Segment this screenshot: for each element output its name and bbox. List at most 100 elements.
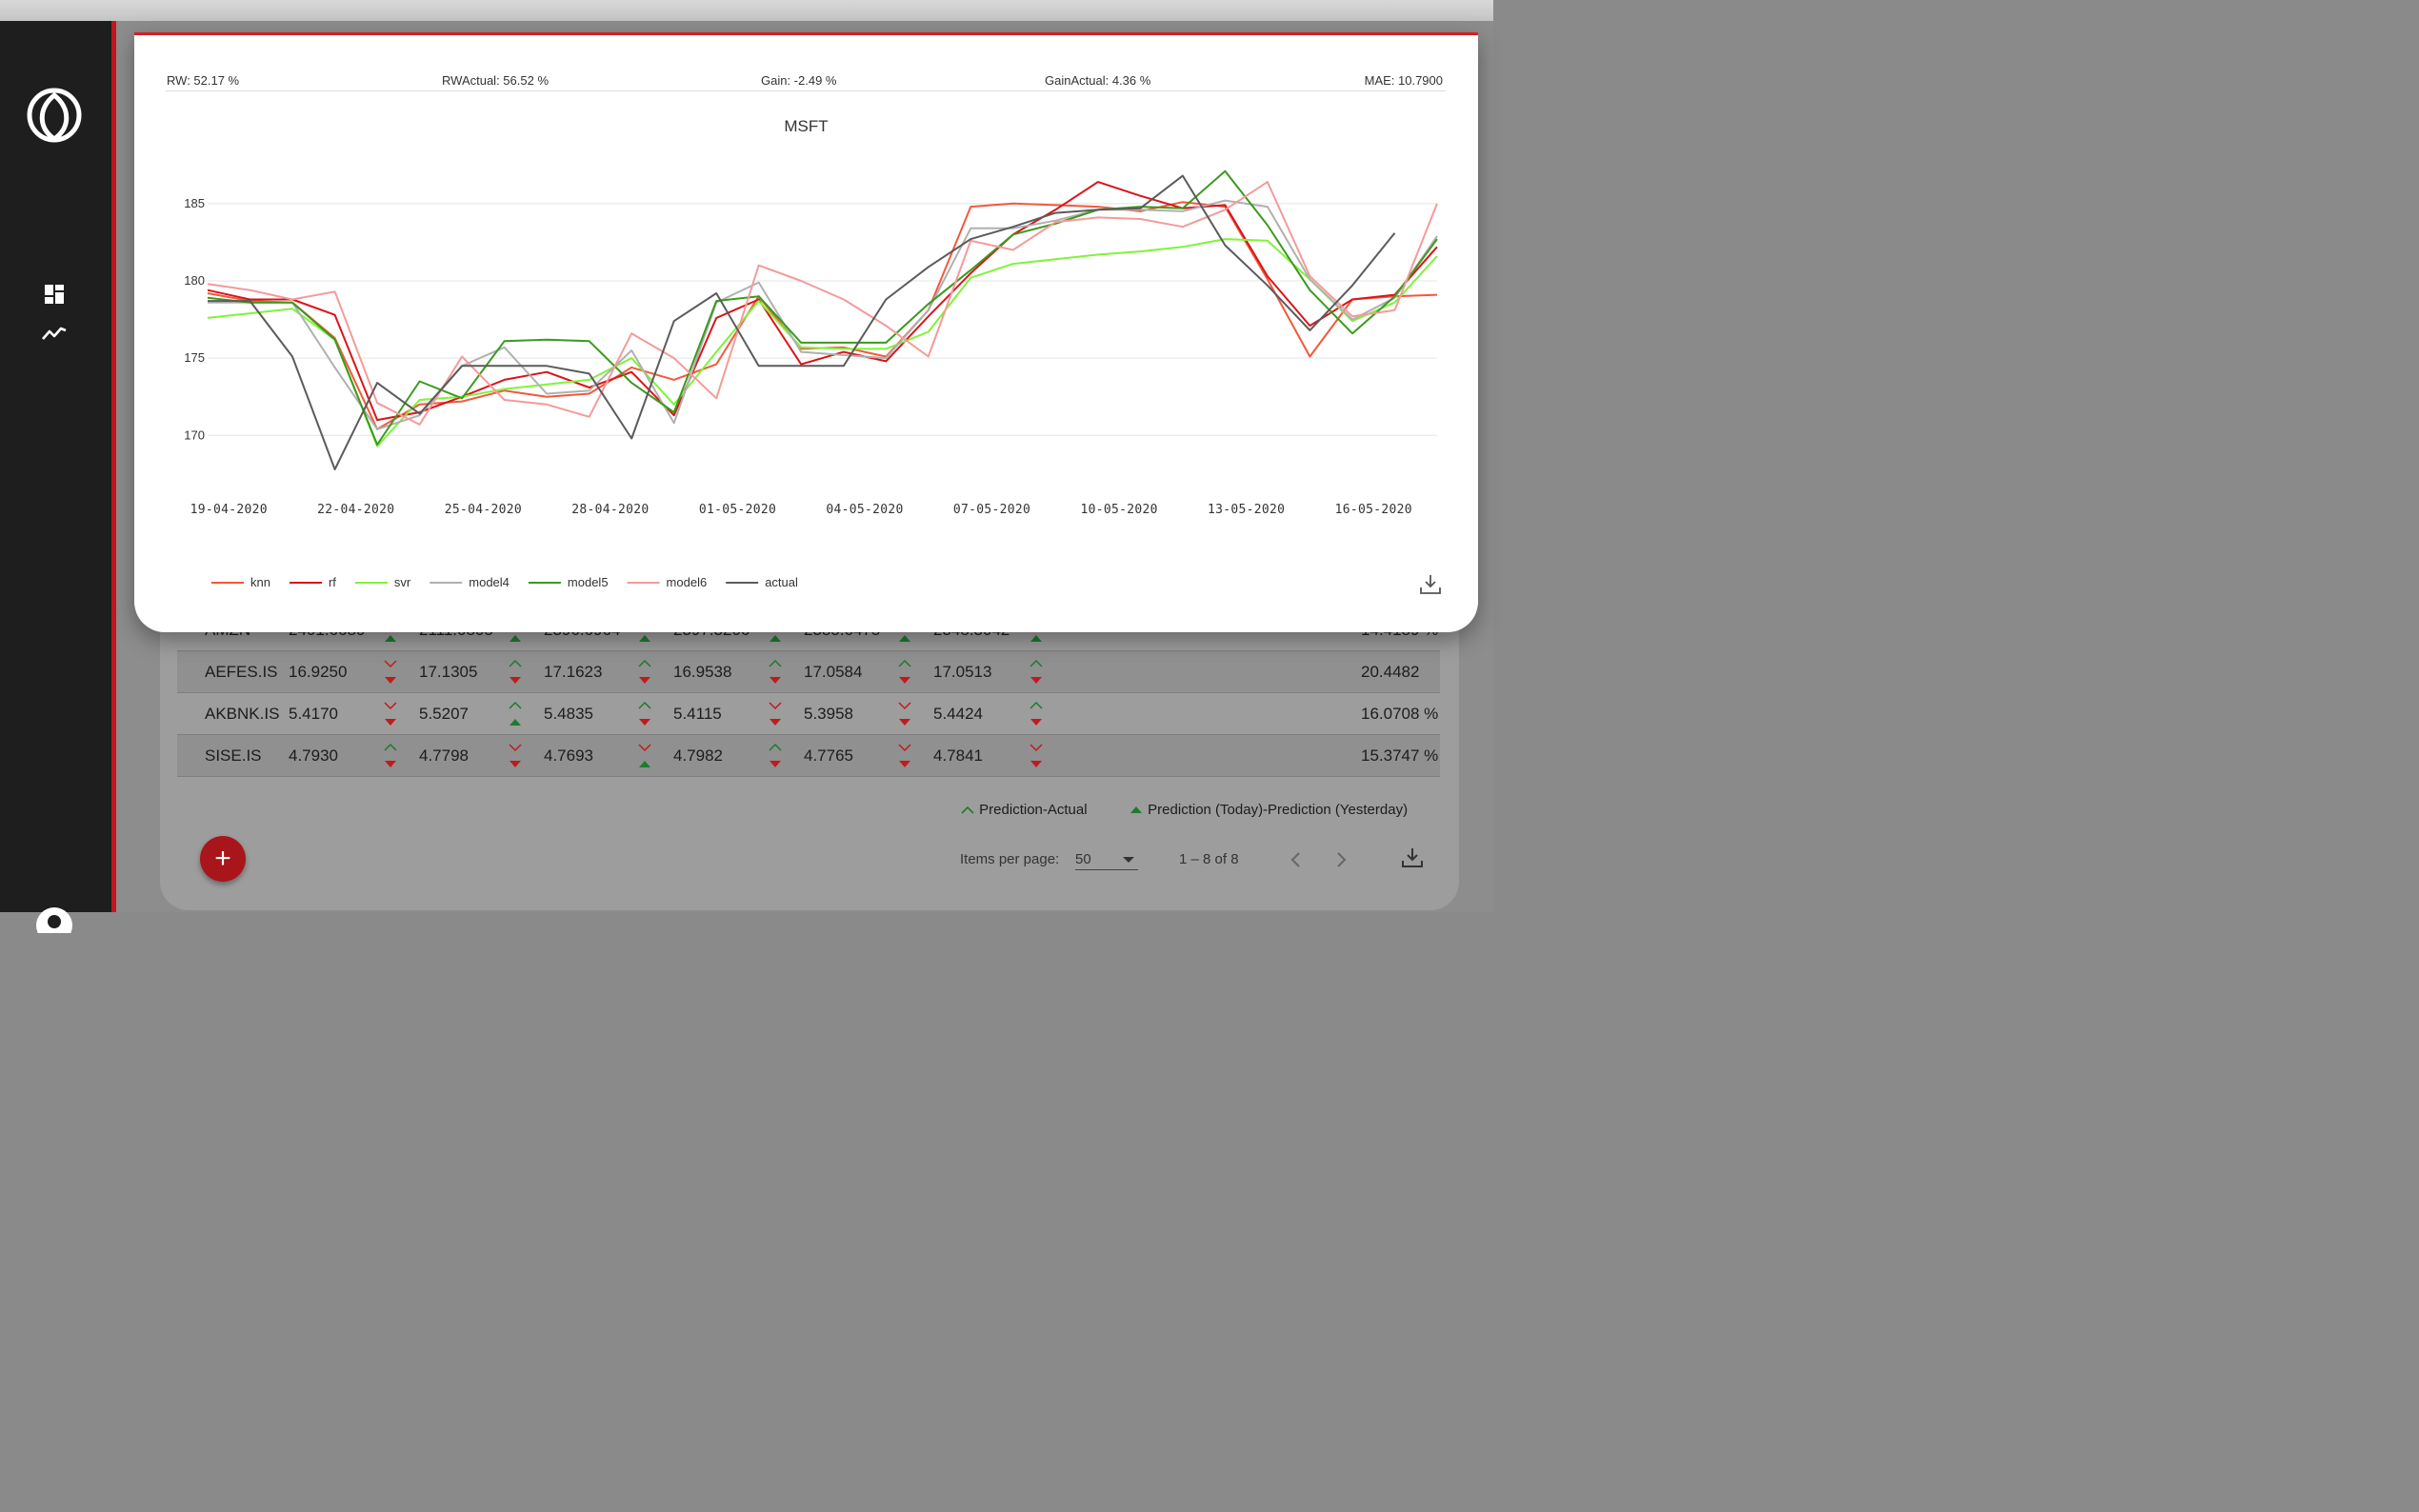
value-text: 17.0513	[933, 662, 992, 681]
x-tick-label: 01-05-2020	[699, 503, 776, 517]
previous-page-icon[interactable]	[1288, 849, 1305, 870]
account-icon[interactable]	[34, 906, 74, 933]
next-page-icon[interactable]	[1332, 849, 1349, 870]
trend-arrows-icon	[638, 701, 651, 726]
series-line-model5	[207, 169, 1438, 446]
add-button[interactable]: +	[200, 836, 246, 882]
value-cell: 4.7693	[544, 734, 673, 777]
value-text: 4.7693	[544, 746, 593, 765]
empty-cell	[1260, 650, 1349, 693]
x-tick-label: 13-05-2020	[1208, 503, 1285, 517]
symbol-cell: SISE.IS	[177, 734, 289, 777]
trend-arrows-icon	[770, 635, 781, 642]
table-row[interactable]: AKBNK.IS 5.4170 5.5207 5.4835 5.4115 5.3958 5.…	[177, 692, 1440, 735]
empty-cell	[1065, 734, 1133, 777]
empty-cell	[1260, 734, 1349, 777]
value-cell: 5.4424	[933, 692, 1065, 735]
trend-arrows-icon	[384, 660, 397, 684]
range-label: 1 – 8 of 8	[1179, 851, 1239, 867]
legend-label-knn: knn	[250, 575, 270, 589]
legend-label-rf: rf	[329, 575, 336, 589]
legend-prediction-today: Prediction (Today)-Prediction (Yesterday…	[1129, 802, 1408, 818]
empty-cell	[1191, 734, 1260, 777]
trend-arrows-icon	[509, 701, 522, 726]
value-text: 17.1623	[544, 662, 603, 681]
table-row[interactable]: SISE.IS 4.7930 4.7798 4.7693 4.7982 4.7765 4.7…	[177, 734, 1440, 777]
legend-label-model5: model5	[568, 575, 609, 589]
trend-arrows-icon	[898, 744, 911, 767]
x-tick-label: 10-05-2020	[1080, 503, 1157, 517]
legend-label-actual: actual	[765, 575, 798, 589]
x-tick-label: 22-04-2020	[317, 503, 394, 517]
value-text: 5.4424	[933, 704, 983, 723]
series-line-model4	[208, 199, 1438, 430]
value-text: 4.7930	[289, 746, 338, 765]
chart-download-icon[interactable]	[1418, 572, 1443, 597]
metric-rw: RW: 52.17 %	[167, 73, 240, 88]
x-tick-label: 07-05-2020	[953, 503, 1030, 517]
value-cell: 4.7982	[673, 734, 804, 777]
value-cell: 4.7765	[804, 734, 933, 777]
chart-dialog: RW: 52.17 % RWActual: 56.52 % Gain: -2.4…	[134, 32, 1478, 632]
trend-arrows-icon	[1030, 744, 1043, 767]
leaf-logo-icon[interactable]	[25, 86, 84, 145]
items-per-page-label: Items per page:	[960, 851, 1060, 867]
chart-title: MSFT	[784, 117, 829, 135]
table-download-icon[interactable]	[1400, 846, 1425, 870]
trend-arrows-icon	[1030, 659, 1043, 684]
sidebar	[0, 21, 111, 933]
value-cell: 5.4115	[673, 692, 804, 735]
trend-arrows-icon	[1030, 701, 1043, 726]
trend-arrows-icon	[769, 743, 782, 767]
series-line-knn	[207, 201, 1438, 430]
trend-arrows-icon	[638, 659, 651, 684]
x-tick-label: 04-05-2020	[826, 503, 903, 517]
metric-mae: MAE: 10.7900	[1364, 73, 1443, 88]
value-text: 5.5207	[419, 704, 469, 723]
x-tick-label: 16-05-2020	[1335, 503, 1412, 517]
series-line-rf	[207, 181, 1438, 422]
items-per-page-select[interactable]: 50	[1075, 851, 1138, 870]
empty-cell	[1133, 734, 1191, 777]
metric-rw-actual: RWActual: 56.52 %	[442, 73, 549, 88]
trend-arrows-icon	[510, 635, 521, 642]
legend-prediction-actual: Prediction-Actual	[960, 802, 1088, 818]
trend-arrows-icon	[384, 743, 397, 767]
table-row[interactable]: AEFES.IS 16.9250 17.1305 17.1623 16.9538 17.0…	[177, 650, 1440, 693]
empty-cell	[1260, 692, 1349, 735]
symbol-cell: AEFES.IS	[177, 650, 289, 693]
y-tick-label: 180	[184, 273, 205, 288]
value-cell: 4.7798	[419, 734, 544, 777]
trend-line-icon[interactable]	[42, 320, 67, 345]
series-line-model6	[207, 181, 1438, 426]
trend-arrows-icon	[385, 635, 396, 642]
x-tick-label: 28-04-2020	[571, 503, 649, 517]
empty-cell	[1065, 692, 1133, 735]
last-value-cell: 15.3747 %	[1349, 734, 1440, 777]
empty-cell	[1133, 692, 1191, 735]
trend-arrows-icon	[899, 635, 910, 642]
value-text: 5.4170	[289, 704, 338, 723]
value-text: 5.3958	[804, 704, 853, 723]
x-tick-label: 19-04-2020	[190, 503, 268, 517]
dashboard-icon[interactable]	[42, 282, 67, 307]
value-cell: 17.1623	[544, 650, 673, 693]
empty-cell	[1191, 650, 1260, 693]
value-text: 5.4835	[544, 704, 593, 723]
top-bar	[0, 0, 1493, 21]
value-cell: 17.0513	[933, 650, 1065, 693]
value-cell: 17.0584	[804, 650, 933, 693]
metric-gain-actual: GainActual: 4.36 %	[1045, 73, 1151, 88]
trend-arrows-icon	[769, 702, 782, 726]
line-chart: 170 175 180 185 19-04-2020 22-04-2020 25-04-20…	[184, 169, 1438, 589]
value-text: 4.7841	[933, 746, 983, 765]
trend-arrows-icon	[638, 744, 651, 767]
value-cell: 4.7841	[933, 734, 1065, 777]
empty-cell	[1065, 650, 1133, 693]
metrics-bar: RW: 52.17 % RWActual: 56.52 % Gain: -2.4…	[166, 71, 1446, 91]
empty-cell	[1133, 650, 1191, 693]
legend-label-model6: model6	[667, 575, 708, 589]
trend-arrows-icon	[639, 635, 650, 642]
value-cell: 5.4170	[289, 692, 419, 735]
value-text: 4.7765	[804, 746, 853, 765]
